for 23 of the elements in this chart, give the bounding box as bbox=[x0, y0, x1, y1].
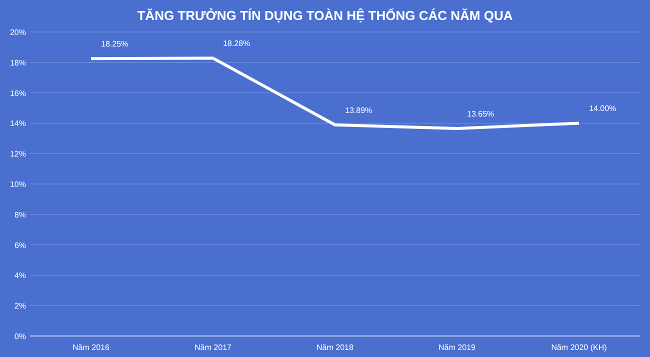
data-label: 14.00% bbox=[589, 104, 616, 114]
chart-title: TĂNG TRƯỞNG TÍN DỤNG TOÀN HỆ THỐNG CÁC NĂM QUA bbox=[137, 8, 514, 23]
y-tick-label: 0% bbox=[14, 332, 26, 341]
x-tick-label: Năm 2020 (KH) bbox=[551, 343, 608, 352]
data-label: 13.65% bbox=[467, 110, 494, 119]
y-tick-label: 20% bbox=[10, 28, 26, 37]
data-label: 18.25% bbox=[101, 40, 128, 49]
y-tick-label: 2% bbox=[14, 302, 26, 311]
x-tick-label: Năm 2018 bbox=[316, 343, 354, 352]
y-tick-label: 12% bbox=[10, 150, 26, 159]
x-tick-label: Năm 2017 bbox=[194, 343, 232, 352]
y-tick-label: 16% bbox=[10, 88, 26, 98]
y-tick-label: 14% bbox=[10, 119, 26, 128]
y-tick-label: 4% bbox=[14, 271, 26, 280]
x-tick-label: Năm 2019 bbox=[438, 343, 476, 352]
line-series bbox=[90, 56, 580, 130]
y-tick-label: 8% bbox=[14, 210, 26, 220]
data-label: 18.28% bbox=[223, 39, 250, 48]
x-tick-label: Năm 2016 bbox=[72, 343, 110, 352]
y-tick-label: 10% bbox=[10, 180, 26, 189]
data-label: 13.89% bbox=[345, 106, 372, 115]
y-tick-label: 6% bbox=[14, 240, 26, 250]
y-tick-label: 18% bbox=[10, 58, 26, 68]
